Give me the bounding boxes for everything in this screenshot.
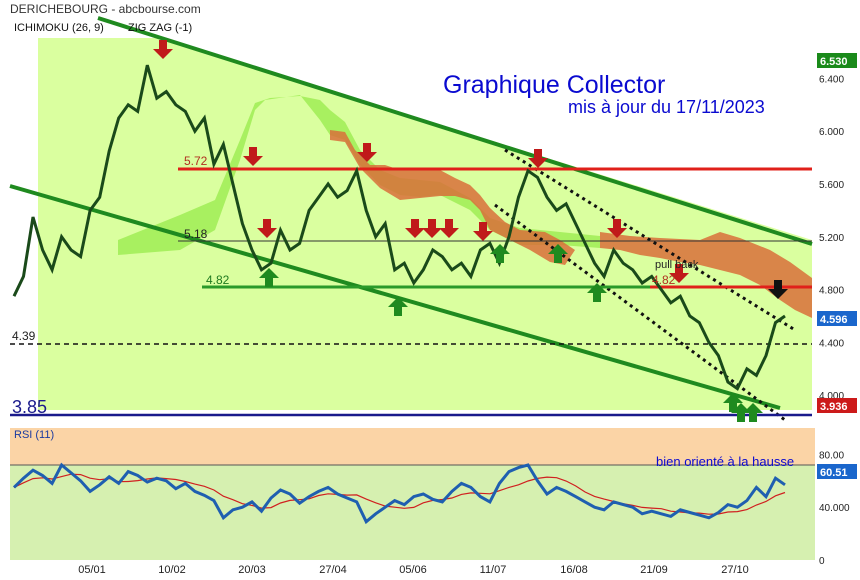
ichimoku-cloud xyxy=(118,95,812,318)
arrow-up-icon xyxy=(587,283,607,302)
x-tick-label: 10/02 xyxy=(158,564,186,576)
zigzag-arrows xyxy=(153,40,788,422)
x-tick-label: 27/10 xyxy=(721,564,749,576)
high-tag xyxy=(817,53,857,68)
annotation-subtitle: mis à jour du 17/11/2023 xyxy=(568,97,765,117)
rsi-axis-ticks: 80.00 40.000 0 xyxy=(819,450,850,567)
x-tick-label: 21/09 xyxy=(640,564,668,576)
ichimoku-label: ICHIMOKU (26, 9) xyxy=(14,22,104,34)
level-482b-label: 4.82 xyxy=(652,273,676,287)
level-482-label: 4.82 xyxy=(206,273,230,287)
cloud-red-2 xyxy=(600,232,812,318)
dotted-channel-top xyxy=(504,148,796,332)
rsi-title: RSI (11) xyxy=(14,429,54,441)
arrow-down-icon xyxy=(768,280,788,299)
arrow-up-icon xyxy=(490,244,510,263)
y-tick-label: 4.400 xyxy=(819,338,844,349)
level-439-label: 4.39 xyxy=(12,329,36,343)
annotation-title: Graphique Collector xyxy=(443,71,665,99)
rsi-last-tag-label: 60.51 xyxy=(820,467,848,479)
arrow-down-icon xyxy=(405,219,425,238)
y-tick-label: 5.600 xyxy=(819,180,844,191)
last-tag-label: 4.596 xyxy=(820,314,848,326)
y-tick-label: 6.400 xyxy=(819,74,844,85)
rsi-tick-label: 0 xyxy=(819,556,825,567)
cloud-red-1 xyxy=(330,130,575,265)
arrow-down-icon xyxy=(669,264,689,283)
rsi-upper-zone xyxy=(10,428,815,465)
zigzag-label: ZIG ZAG (-1) xyxy=(128,22,192,34)
arrow-up-icon xyxy=(259,268,279,287)
x-axis-ticks: 05/01 10/02 20/03 27/04 05/06 11/07 16/08 21/09… xyxy=(78,564,749,576)
arrow-up-icon xyxy=(548,244,568,263)
high-tag-label: 6.530 xyxy=(820,56,848,68)
y-tick-label: 5.200 xyxy=(819,233,844,244)
y-tick-label: 6.000 xyxy=(819,127,844,138)
arrow-down-icon xyxy=(528,149,548,168)
low-tag-label: 3.936 xyxy=(820,401,848,413)
rsi-last-tag xyxy=(817,464,857,479)
x-tick-label: 20/03 xyxy=(238,564,266,576)
channel-top-line xyxy=(97,16,813,246)
rsi-comment: bien orienté à la hausse xyxy=(656,454,794,469)
pullback-label: pull back xyxy=(655,259,699,271)
channel-bottom-line xyxy=(9,184,781,410)
level-385-label: 3.85 xyxy=(12,397,47,417)
arrow-up-icon xyxy=(723,393,743,412)
x-tick-label: 11/07 xyxy=(480,564,507,576)
cloud-green-1 xyxy=(118,95,600,255)
arrow-down-icon xyxy=(473,222,493,241)
arrow-down-icon xyxy=(439,219,459,238)
arrow-up-icon xyxy=(743,403,763,422)
level-572-label: 5.72 xyxy=(184,154,208,168)
level-518-label: 5.18 xyxy=(184,227,208,241)
channel-fill xyxy=(38,38,812,410)
arrow-down-icon xyxy=(357,143,377,162)
price-axis-ticks: 4.000 4.400 4.800 5.200 5.600 6.000 6.400 xyxy=(819,74,844,402)
right-axis-background xyxy=(815,0,860,580)
arrow-down-icon xyxy=(257,219,277,238)
y-tick-label: 4.000 xyxy=(819,391,844,402)
rsi-tick-label: 40.000 xyxy=(819,503,850,514)
x-tick-label: 05/01 xyxy=(78,564,106,576)
arrow-down-icon xyxy=(243,147,263,166)
arrow-down-icon xyxy=(422,219,442,238)
last-tag xyxy=(817,311,857,326)
x-tick-label: 27/04 xyxy=(319,564,347,576)
x-tick-label: 16/08 xyxy=(560,564,588,576)
low-tag xyxy=(817,398,857,413)
arrow-down-icon xyxy=(153,40,173,59)
arrow-up-icon xyxy=(731,403,751,422)
y-tick-label: 4.800 xyxy=(819,286,844,297)
rsi-line xyxy=(12,462,786,525)
x-tick-label: 05/06 xyxy=(399,564,427,576)
source-title: DERICHEBOURG - abcbourse.com xyxy=(10,2,201,16)
price-line xyxy=(12,64,786,391)
arrow-up-icon xyxy=(388,297,408,316)
rsi-tick-label: 80.00 xyxy=(819,450,844,461)
arrow-down-icon xyxy=(607,219,627,238)
